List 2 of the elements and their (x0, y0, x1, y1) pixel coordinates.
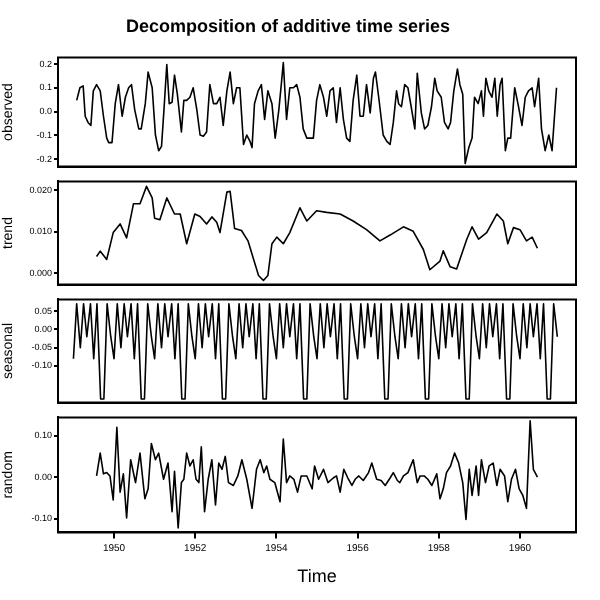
chart-title: Decomposition of additive time series (125, 15, 451, 36)
x-axis-title: Time (297, 566, 337, 587)
